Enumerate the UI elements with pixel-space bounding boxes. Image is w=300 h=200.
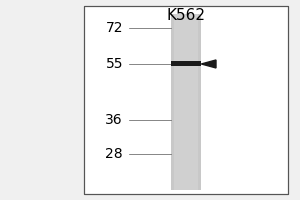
FancyBboxPatch shape — [174, 14, 198, 190]
Text: 72: 72 — [106, 21, 123, 35]
Text: 28: 28 — [105, 147, 123, 161]
FancyBboxPatch shape — [171, 61, 201, 66]
FancyBboxPatch shape — [84, 6, 288, 194]
Text: 36: 36 — [105, 113, 123, 127]
Polygon shape — [201, 60, 216, 68]
FancyBboxPatch shape — [171, 14, 201, 190]
Text: K562: K562 — [167, 8, 206, 23]
Text: 55: 55 — [106, 57, 123, 71]
